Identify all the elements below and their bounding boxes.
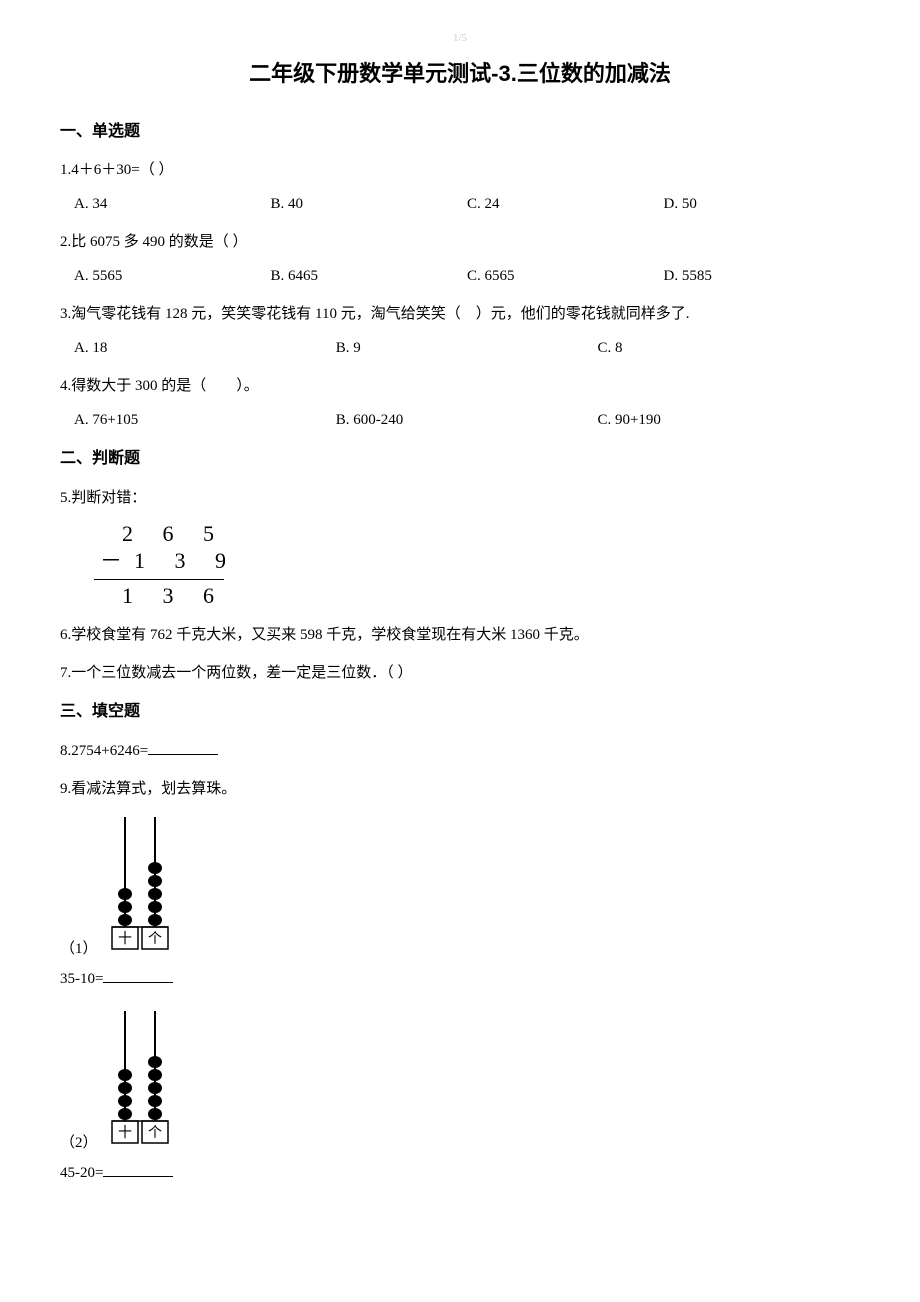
section-heading-3: 三、填空题 — [60, 699, 860, 725]
question-3: 3.淘气零花钱有 128 元，笑笑零花钱有 110 元，淘气给笑笑（ ）元，他们… — [60, 302, 860, 360]
question-8: 8.2754+6246= — [60, 739, 860, 763]
q1-opt-d: D. 50 — [664, 192, 861, 216]
question-4: 4.得数大于 300 的是（ ）。 A. 76+105 B. 600-240 C… — [60, 374, 860, 432]
minus-sign: － — [100, 548, 122, 573]
q4-opt-c: C. 90+190 — [597, 408, 859, 432]
q9-sub1-label: （1） — [60, 937, 98, 961]
q5-row3: 1 3 6 — [100, 582, 860, 610]
q5-stem: 5.判断对错： — [60, 486, 860, 510]
question-9: 9.看减法算式，划去算珠。 （1） 十个 35-10= （2） 十个 45-20… — [60, 777, 860, 1185]
q8-blank — [148, 740, 218, 755]
q5-row2-val: 1 3 9 — [134, 548, 238, 573]
q7-stem: 7.一个三位数减去一个两位数，差一定是三位数．（ ） — [60, 661, 860, 685]
q9-sub1-eq: 35-10= — [60, 967, 860, 991]
q2-opt-c: C. 6565 — [467, 264, 664, 288]
q1-stem: 1.4＋6＋30=（ ） — [60, 158, 860, 182]
page-title: 二年级下册数学单元测试-3.三位数的加减法 — [60, 56, 860, 91]
page-number: 1/5 — [60, 30, 860, 48]
q1-options: A. 34 B. 40 C. 24 D. 50 — [60, 192, 860, 216]
q9-sub2-row: （2） 十个 — [60, 1005, 860, 1155]
q5-row1-val: 2 6 5 — [122, 521, 226, 546]
q2-opt-b: B. 6465 — [271, 264, 468, 288]
question-5: 5.判断对错： 2 6 5 － 1 3 9 1 3 6 — [60, 486, 860, 610]
svg-text:十: 十 — [118, 931, 132, 947]
section-heading-1: 一、单选题 — [60, 119, 860, 145]
q9-sub2-eq-text: 45-20= — [60, 1165, 103, 1181]
question-7: 7.一个三位数减去一个两位数，差一定是三位数．（ ） — [60, 661, 860, 685]
q2-stem: 2.比 6075 多 490 的数是（ ） — [60, 230, 860, 254]
q1-opt-c: C. 24 — [467, 192, 664, 216]
q3-opt-c: C. 8 — [597, 336, 859, 360]
section-heading-2: 二、判断题 — [60, 446, 860, 472]
q2-opt-d: D. 5585 — [664, 264, 861, 288]
abacus-2: 十个 — [106, 1005, 174, 1155]
svg-text:个: 个 — [148, 931, 162, 947]
q3-options: A. 18 B. 9 C. 8 — [60, 336, 860, 360]
q6-stem: 6.学校食堂有 762 千克大米，又买来 598 千克，学校食堂现在有大米 13… — [60, 623, 860, 647]
abacus-1: 十个 — [106, 811, 174, 961]
q3-stem: 3.淘气零花钱有 128 元，笑笑零花钱有 110 元，淘气给笑笑（ ）元，他们… — [60, 302, 860, 326]
q4-opt-b: B. 600-240 — [336, 408, 598, 432]
q2-options: A. 5565 B. 6465 C. 6565 D. 5585 — [60, 264, 860, 288]
svg-text:个: 个 — [148, 1125, 162, 1141]
q3-opt-a: A. 18 — [74, 336, 336, 360]
q4-options: A. 76+105 B. 600-240 C. 90+190 — [60, 408, 860, 432]
q1-opt-b: B. 40 — [271, 192, 468, 216]
question-1: 1.4＋6＋30=（ ） A. 34 B. 40 C. 24 D. 50 — [60, 158, 860, 216]
question-2: 2.比 6075 多 490 的数是（ ） A. 5565 B. 6465 C.… — [60, 230, 860, 288]
q3-opt-b: B. 9 — [336, 336, 598, 360]
q9-sub1-blank — [103, 968, 173, 983]
q9-sub2-blank — [103, 1162, 173, 1177]
q9-sub1-row: （1） 十个 — [60, 811, 860, 961]
svg-text:十: 十 — [118, 1125, 132, 1141]
q9-stem: 9.看减法算式，划去算珠。 — [60, 777, 860, 801]
question-6: 6.学校食堂有 762 千克大米，又买来 598 千克，学校食堂现在有大米 13… — [60, 623, 860, 647]
q1-opt-a: A. 34 — [74, 192, 271, 216]
q4-stem: 4.得数大于 300 的是（ ）。 — [60, 374, 860, 398]
q9-sub2-eq: 45-20= — [60, 1161, 860, 1185]
q5-row3-val: 1 3 6 — [122, 583, 226, 608]
q5-row2: － 1 3 9 — [100, 547, 860, 575]
q9-sub1-eq-text: 35-10= — [60, 971, 103, 987]
q5-subtraction: 2 6 5 － 1 3 9 1 3 6 — [100, 520, 860, 610]
q9-sub2-label: （2） — [60, 1131, 98, 1155]
q4-opt-a: A. 76+105 — [74, 408, 336, 432]
q5-row1: 2 6 5 — [100, 520, 860, 548]
q2-opt-a: A. 5565 — [74, 264, 271, 288]
q5-line — [94, 579, 224, 580]
q8-stem: 8.2754+6246= — [60, 743, 148, 759]
